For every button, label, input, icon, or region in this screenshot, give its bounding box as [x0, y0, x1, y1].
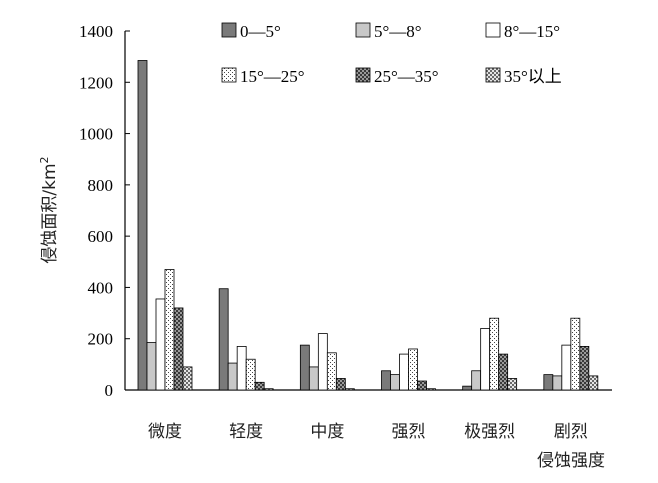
- bar: [426, 388, 436, 391]
- y-tick-label: 1400: [79, 22, 113, 41]
- bar: [227, 362, 238, 391]
- bar: [299, 344, 310, 391]
- bar: [164, 269, 175, 391]
- legend-swatch: [221, 22, 237, 38]
- y-tick-label: 400: [88, 278, 114, 297]
- bar: [218, 288, 229, 391]
- bars: [137, 60, 599, 391]
- legend-swatch: [355, 22, 371, 38]
- axes: [124, 31, 612, 391]
- bar: [417, 380, 427, 391]
- bar: [543, 374, 554, 391]
- legend-swatch: [355, 67, 371, 83]
- bar: [399, 353, 409, 391]
- x-category-label: 轻度: [229, 422, 263, 442]
- bar: [308, 366, 319, 391]
- legend-swatch: [485, 22, 501, 38]
- bar: [155, 298, 166, 391]
- y-axis-title-main: 侵蚀面积/km: [40, 163, 60, 263]
- bar: [245, 358, 256, 391]
- x-axis-title: 侵蚀强度: [537, 451, 605, 471]
- y-axis-title: 侵蚀面积/km2: [38, 156, 60, 263]
- y-tick-label: 1200: [79, 73, 113, 92]
- bar: [588, 375, 599, 391]
- bar: [137, 60, 148, 391]
- bar: [381, 370, 391, 391]
- legend-label: 25°—35°: [374, 67, 439, 86]
- legend-label: 0—5°: [240, 22, 281, 41]
- y-ticks: 0 200 400 600 800 1000 1200 1400: [79, 22, 130, 400]
- bar: [579, 346, 590, 391]
- legend-label: 5°—8°: [374, 22, 422, 41]
- legend-swatch: [485, 67, 501, 83]
- bar: [489, 317, 500, 391]
- bar: [390, 374, 400, 391]
- y-tick-label: 1000: [79, 125, 113, 144]
- y-tick-label: 800: [88, 176, 114, 195]
- x-category-label: 微度: [148, 422, 182, 442]
- bar: [317, 333, 328, 391]
- legend: 0—5° 5°—8° 8°—15° 15°—25° 25°—35° 35°以上: [221, 22, 562, 86]
- legend-label: 8°—15°: [504, 22, 560, 41]
- bar: [480, 328, 491, 391]
- x-category-label: 强烈: [392, 422, 426, 442]
- bar: [507, 378, 518, 391]
- bar: [326, 352, 337, 391]
- y-tick-label: 600: [88, 227, 114, 246]
- bar: [498, 353, 509, 391]
- bar: [254, 381, 265, 391]
- bar: [552, 375, 563, 391]
- x-category-label: 剧烈: [554, 422, 588, 442]
- bar: [570, 317, 581, 391]
- x-categories: 微度 轻度 中度 强烈 极强烈 剧烈: [148, 422, 588, 442]
- bar: [408, 348, 418, 391]
- bar: [263, 388, 274, 391]
- bar: [462, 385, 473, 391]
- x-category-label: 中度: [310, 422, 344, 442]
- legend-label: 35°以上: [504, 67, 562, 86]
- legend-swatch: [221, 67, 237, 83]
- bar: [236, 346, 247, 391]
- bar: [173, 307, 184, 391]
- y-tick-label: 200: [88, 330, 114, 349]
- bar: [335, 378, 346, 391]
- y-tick-label: 0: [105, 381, 114, 400]
- y-axis-title-sup: 2: [38, 156, 51, 163]
- bar: [146, 342, 157, 391]
- x-category-label: 极强烈: [464, 422, 515, 442]
- bar: [182, 366, 193, 391]
- legend-label: 15°—25°: [240, 67, 305, 86]
- bar: [344, 388, 355, 391]
- bar: [471, 370, 482, 391]
- bar: [561, 344, 572, 391]
